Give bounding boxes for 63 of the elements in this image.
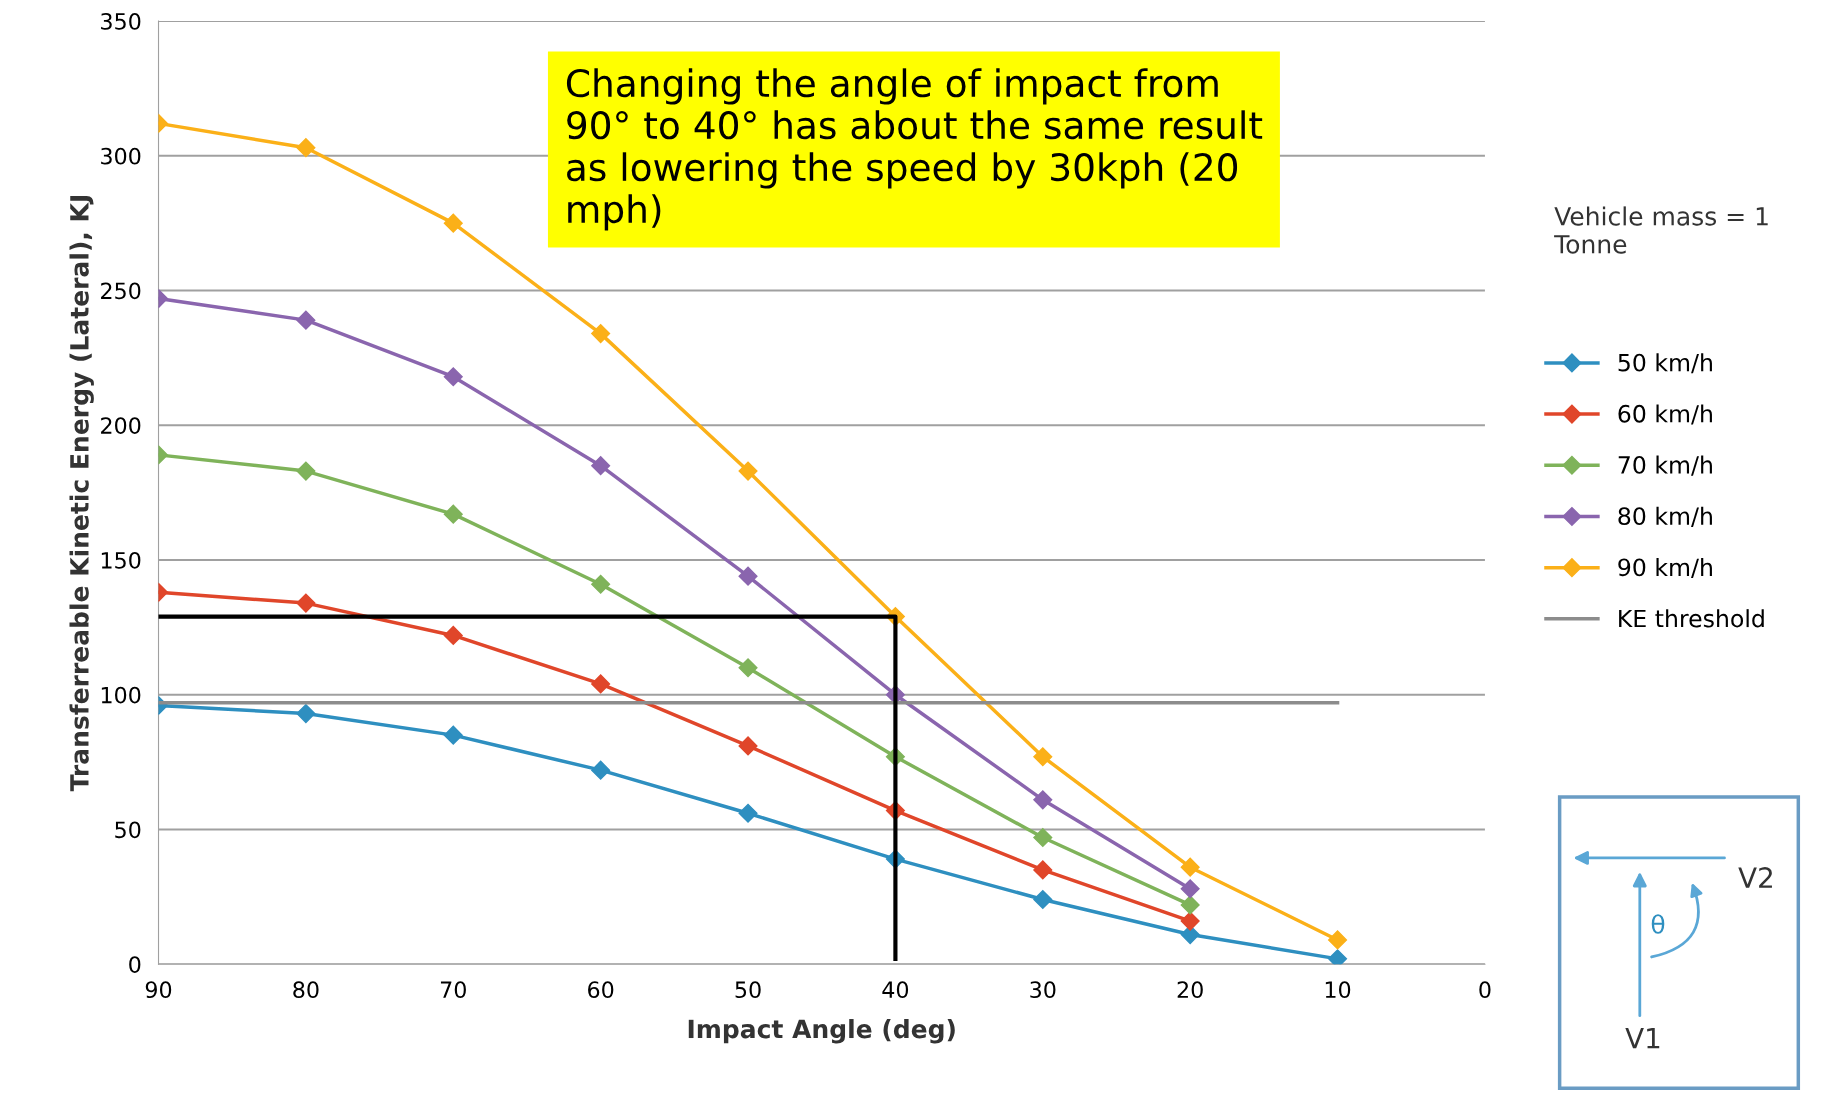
point	[1033, 828, 1053, 848]
y-tick-label: 200	[101, 417, 141, 434]
x-axis-title: Impact Angle (deg)	[688, 1019, 955, 1044]
legend-label: 60 km/h	[1618, 404, 1712, 425]
point	[1180, 911, 1200, 931]
point	[591, 324, 611, 344]
x-tick-label: 70	[440, 981, 466, 999]
point	[1180, 857, 1200, 877]
y-tick-label: 350	[101, 12, 141, 30]
x-tick-label: 80	[293, 981, 319, 999]
point	[738, 658, 758, 678]
point	[1180, 895, 1200, 915]
x-tick-label: 60	[588, 981, 614, 999]
x-tick-label: 30	[1030, 981, 1056, 999]
point	[296, 310, 316, 330]
point	[591, 760, 611, 780]
point	[1033, 860, 1053, 880]
x-tick-label: 50	[735, 981, 761, 999]
point	[1033, 747, 1053, 767]
x-tick-label: 20	[1177, 981, 1203, 999]
point	[443, 625, 463, 645]
y-tick-label: 150	[101, 551, 141, 569]
point	[738, 461, 758, 481]
point	[1033, 889, 1053, 910]
x-tick-label: 40	[882, 981, 909, 999]
point	[591, 456, 611, 476]
point	[1328, 930, 1348, 950]
legend-label: 90 km/h	[1618, 557, 1712, 579]
legend-label: 50 km/h	[1618, 353, 1712, 374]
point	[591, 674, 611, 694]
point	[296, 704, 316, 724]
y-tick-label: 250	[101, 282, 141, 300]
point	[1180, 879, 1200, 899]
x-tick-label: 0	[1479, 981, 1491, 999]
point	[738, 803, 758, 823]
point	[296, 138, 316, 158]
x-tick-label: 90	[145, 981, 172, 999]
y-axis-title: Transferreable Kinetic Energy (Lateral), KJ	[69, 196, 94, 792]
point	[738, 566, 758, 586]
legend-label: 70 km/h	[1618, 455, 1712, 476]
legend-label: KE threshold	[1619, 609, 1764, 628]
point	[443, 367, 463, 387]
y-tick-label: 0	[129, 956, 141, 973]
text: Vehicle mass = 1 Tonne	[1554, 206, 1768, 254]
point	[738, 736, 758, 756]
y-tick-label: 100	[101, 686, 141, 704]
point	[1180, 925, 1200, 945]
text: V2	[1738, 867, 1772, 888]
y-tick-label: 50	[115, 821, 141, 839]
point	[1033, 790, 1053, 810]
point	[443, 725, 463, 745]
point	[296, 593, 316, 613]
point	[1328, 949, 1348, 965]
legend-label: 80 km/h	[1618, 506, 1712, 527]
point	[443, 213, 463, 233]
point	[591, 574, 611, 594]
text: θ	[1651, 914, 1665, 934]
text: V1	[1625, 1027, 1660, 1049]
y-tick-label: 300	[101, 147, 141, 165]
point	[296, 461, 316, 481]
annotation: Changing the angle of impact from 90° to 40° has about the same result as lowering the speed by 30kph (20 mph)	[566, 68, 1263, 231]
point	[443, 504, 463, 524]
x-tick-label: 10	[1325, 981, 1351, 999]
